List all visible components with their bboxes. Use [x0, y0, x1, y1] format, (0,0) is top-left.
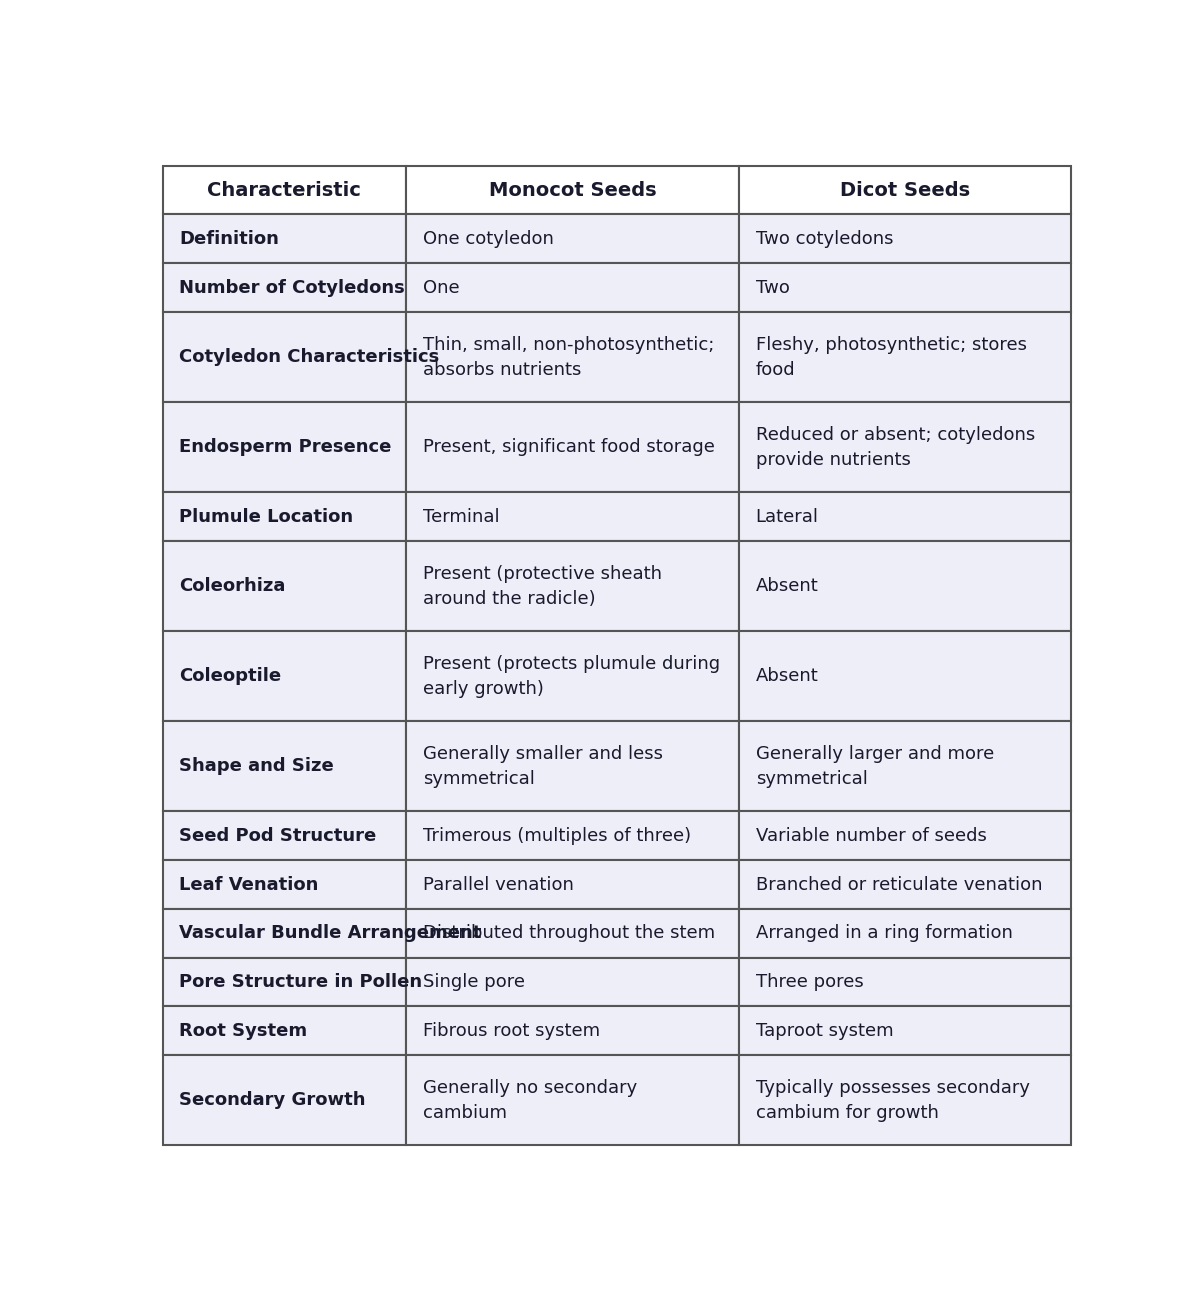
- Text: Present (protects plumule during
early growth): Present (protects plumule during early g…: [423, 654, 720, 698]
- Text: Coleorhiza: Coleorhiza: [179, 578, 285, 594]
- Text: Two: Two: [756, 279, 790, 296]
- Text: Cotyledon Characteristics: Cotyledon Characteristics: [179, 348, 439, 366]
- Text: Present, significant food storage: Present, significant food storage: [423, 439, 715, 456]
- Text: One cotyledon: One cotyledon: [423, 230, 554, 248]
- Text: Branched or reticulate venation: Branched or reticulate venation: [756, 876, 1043, 893]
- Text: Shape and Size: Shape and Size: [179, 757, 335, 775]
- Text: Pore Structure in Pollen: Pore Structure in Pollen: [179, 974, 423, 990]
- Text: Distributed throughout the stem: Distributed throughout the stem: [423, 924, 715, 942]
- Bar: [406, 861, 739, 909]
- Bar: [163, 312, 406, 402]
- Bar: [163, 541, 406, 631]
- Text: Seed Pod Structure: Seed Pod Structure: [179, 827, 377, 845]
- Text: Dicot Seeds: Dicot Seeds: [840, 180, 970, 200]
- Bar: [406, 909, 739, 958]
- Text: Present (protective sheath
around the radicle): Present (protective sheath around the ra…: [423, 565, 662, 607]
- Bar: [163, 492, 406, 541]
- Bar: [406, 958, 739, 1006]
- Bar: [739, 1055, 1072, 1145]
- Text: Absent: Absent: [756, 667, 819, 685]
- Bar: [163, 861, 406, 909]
- Text: Fibrous root system: Fibrous root system: [423, 1022, 600, 1040]
- Bar: [163, 263, 406, 312]
- Bar: [739, 958, 1072, 1006]
- Text: Definition: Definition: [179, 230, 279, 248]
- Text: Parallel venation: Parallel venation: [423, 876, 574, 893]
- Text: Two cotyledons: Two cotyledons: [756, 230, 893, 248]
- Bar: [739, 263, 1072, 312]
- Text: Characteristic: Characteristic: [207, 180, 361, 200]
- Text: One: One: [423, 279, 460, 296]
- Text: Arranged in a ring formation: Arranged in a ring formation: [756, 924, 1013, 942]
- Text: Thin, small, non-photosynthetic;
absorbs nutrients: Thin, small, non-photosynthetic; absorbs…: [423, 335, 714, 379]
- Text: Typically possesses secondary
cambium for growth: Typically possesses secondary cambium fo…: [756, 1079, 1029, 1121]
- Bar: [739, 402, 1072, 492]
- Text: Terminal: Terminal: [423, 508, 500, 526]
- Text: Single pore: Single pore: [423, 974, 525, 990]
- Text: Taproot system: Taproot system: [756, 1022, 893, 1040]
- Text: Generally no secondary
cambium: Generally no secondary cambium: [423, 1079, 637, 1121]
- Bar: [739, 541, 1072, 631]
- Text: Generally larger and more
symmetrical: Generally larger and more symmetrical: [756, 745, 993, 788]
- Text: Coleoptile: Coleoptile: [179, 667, 282, 685]
- Text: Endosperm Presence: Endosperm Presence: [179, 439, 391, 456]
- Text: Monocot Seeds: Monocot Seeds: [489, 180, 656, 200]
- Bar: [406, 1055, 739, 1145]
- Text: Fleshy, photosynthetic; stores
food: Fleshy, photosynthetic; stores food: [756, 335, 1027, 379]
- Bar: [406, 402, 739, 492]
- Bar: [406, 263, 739, 312]
- Text: Trimerous (multiples of three): Trimerous (multiples of three): [423, 827, 691, 845]
- Bar: [406, 811, 739, 861]
- Bar: [739, 312, 1072, 402]
- Bar: [406, 492, 739, 541]
- Bar: [739, 166, 1072, 214]
- Bar: [163, 1006, 406, 1055]
- Text: Generally smaller and less
symmetrical: Generally smaller and less symmetrical: [423, 745, 663, 788]
- Text: Variable number of seeds: Variable number of seeds: [756, 827, 986, 845]
- Text: Secondary Growth: Secondary Growth: [179, 1092, 366, 1110]
- Bar: [163, 631, 406, 722]
- Bar: [406, 312, 739, 402]
- Text: Root System: Root System: [179, 1022, 307, 1040]
- Bar: [739, 631, 1072, 722]
- Text: Absent: Absent: [756, 578, 819, 594]
- Bar: [739, 909, 1072, 958]
- Bar: [163, 722, 406, 811]
- Bar: [406, 166, 739, 214]
- Text: Vascular Bundle Arrangement: Vascular Bundle Arrangement: [179, 924, 482, 942]
- Bar: [163, 909, 406, 958]
- Text: Lateral: Lateral: [756, 508, 819, 526]
- Bar: [163, 1055, 406, 1145]
- Text: Plumule Location: Plumule Location: [179, 508, 354, 526]
- Bar: [406, 722, 739, 811]
- Bar: [739, 1006, 1072, 1055]
- Bar: [739, 722, 1072, 811]
- Bar: [163, 811, 406, 861]
- Bar: [406, 1006, 739, 1055]
- Bar: [406, 214, 739, 263]
- Bar: [739, 214, 1072, 263]
- Bar: [406, 541, 739, 631]
- Bar: [163, 166, 406, 214]
- Bar: [739, 811, 1072, 861]
- Bar: [739, 861, 1072, 909]
- Text: Number of Cotyledons: Number of Cotyledons: [179, 279, 406, 296]
- Text: Three pores: Three pores: [756, 974, 863, 990]
- Bar: [163, 214, 406, 263]
- Bar: [163, 402, 406, 492]
- Bar: [739, 492, 1072, 541]
- Text: Leaf Venation: Leaf Venation: [179, 876, 319, 893]
- Bar: [163, 958, 406, 1006]
- Bar: [406, 631, 739, 722]
- Text: Reduced or absent; cotyledons
provide nutrients: Reduced or absent; cotyledons provide nu…: [756, 426, 1035, 469]
